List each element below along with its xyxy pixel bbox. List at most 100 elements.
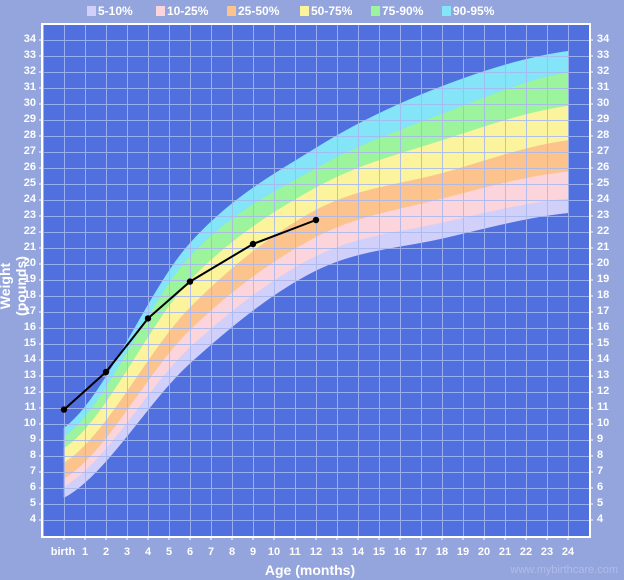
data-point[interactable] bbox=[102, 368, 110, 376]
y-tick-label: 29 bbox=[23, 113, 36, 125]
y-tick-label-right: 23 bbox=[597, 209, 610, 221]
y-tick-label: 18 bbox=[23, 289, 36, 301]
y-tick-label: 26 bbox=[23, 161, 36, 173]
legend: 5-10% 10-25% 25-50% 50-75% 75-90% 90-95% bbox=[0, 4, 624, 20]
y-tick-label-right: 8 bbox=[597, 449, 604, 461]
x-tick-label: 23 bbox=[540, 546, 554, 558]
y-tick-label: 24 bbox=[23, 193, 36, 205]
x-tick-label: 16 bbox=[393, 546, 407, 558]
y-tick-label-right: 12 bbox=[597, 385, 610, 397]
y-tick-label: 10 bbox=[23, 417, 36, 429]
legend-label: 90-95% bbox=[453, 4, 495, 18]
data-point[interactable] bbox=[60, 406, 68, 413]
y-tick-label: 28 bbox=[23, 129, 36, 141]
y-tick-label-right: 7 bbox=[597, 465, 604, 477]
x-tick-label: 21 bbox=[498, 546, 512, 558]
data-point[interactable] bbox=[144, 315, 152, 322]
y-tick-label: 13 bbox=[23, 369, 36, 381]
y-tick-label-right: 27 bbox=[597, 145, 610, 157]
x-tick-label: 19 bbox=[456, 546, 470, 558]
y-tick-label-right: 19 bbox=[597, 273, 610, 285]
x-tick-label: 1 bbox=[81, 546, 89, 558]
y-tick-label-right: 15 bbox=[597, 337, 610, 349]
y-tick-label-right: 32 bbox=[597, 65, 610, 77]
legend-swatch bbox=[371, 6, 380, 16]
y-tick-label: 12 bbox=[23, 385, 36, 397]
legend-label: 5-10% bbox=[98, 4, 133, 18]
y-tick-label: 33 bbox=[23, 49, 36, 61]
legend-label: 25-50% bbox=[238, 4, 280, 18]
y-tick-label-right: 10 bbox=[597, 417, 610, 429]
legend-item-50-75: 50-75% bbox=[300, 4, 352, 18]
y-tick-label-right: 11 bbox=[597, 401, 609, 413]
y-tick-label-right: 33 bbox=[597, 49, 610, 61]
legend-label: 50-75% bbox=[311, 4, 353, 18]
x-tick-label: 6 bbox=[186, 546, 194, 558]
legend-label: 75-90% bbox=[382, 4, 424, 18]
y-tick-label: 23 bbox=[23, 209, 36, 221]
x-tick-label: birth bbox=[50, 546, 76, 558]
x-tick-label: 10 bbox=[267, 546, 281, 558]
y-tick-label-right: 28 bbox=[597, 129, 610, 141]
x-tick-label: 18 bbox=[435, 546, 449, 558]
y-tick-label-right: 6 bbox=[597, 481, 604, 493]
y-tick-label-right: 25 bbox=[597, 177, 610, 189]
x-tick-label: 12 bbox=[309, 546, 323, 558]
y-tick-label: 11 bbox=[24, 401, 36, 413]
y-tick-label-right: 20 bbox=[597, 257, 610, 269]
y-tick-label-right: 30 bbox=[597, 97, 610, 109]
weight-line bbox=[63, 219, 317, 411]
data-point[interactable] bbox=[186, 278, 194, 285]
y-tick-label: 21 bbox=[23, 241, 36, 253]
x-tick-label: 22 bbox=[519, 546, 533, 558]
y-tick-label-right: 14 bbox=[597, 353, 610, 365]
y-tick-label: 14 bbox=[23, 353, 36, 365]
legend-item-25-50: 25-50% bbox=[227, 4, 279, 18]
legend-item-90-95: 90-95% bbox=[442, 4, 494, 18]
y-tick-label-right: 26 bbox=[597, 161, 610, 173]
legend-item-10-25: 10-25% bbox=[156, 4, 208, 18]
y-tick-label: 6 bbox=[29, 481, 36, 493]
y-tick-label: 7 bbox=[29, 465, 36, 477]
y-tick-label: 22 bbox=[23, 225, 36, 237]
y-tick-label: 5 bbox=[29, 497, 36, 509]
x-tick-label: 24 bbox=[561, 546, 575, 558]
y-tick-label: 19 bbox=[23, 273, 36, 285]
y-tick-label-right: 5 bbox=[597, 497, 604, 509]
y-tick-label: 30 bbox=[23, 97, 36, 109]
legend-swatch bbox=[442, 6, 451, 16]
legend-label: 10-25% bbox=[167, 4, 209, 18]
y-tick-label: 4 bbox=[29, 513, 36, 525]
legend-swatch bbox=[87, 6, 96, 16]
legend-swatch bbox=[156, 6, 165, 16]
y-tick-label-right: 34 bbox=[597, 33, 610, 45]
y-tick-label-right: 18 bbox=[597, 289, 610, 301]
x-tick-label: 15 bbox=[372, 546, 386, 558]
x-tick-label: 4 bbox=[144, 546, 152, 558]
y-tick-label-right: 17 bbox=[597, 305, 610, 317]
y-tick-label: 9 bbox=[29, 433, 36, 445]
x-tick-label: 3 bbox=[123, 546, 131, 558]
x-tick-label: 2 bbox=[102, 546, 110, 558]
data-point[interactable] bbox=[249, 240, 257, 248]
y-tick-label: 31 bbox=[23, 81, 36, 93]
legend-item-75-90: 75-90% bbox=[371, 4, 423, 18]
x-tick-label: 5 bbox=[165, 546, 173, 558]
y-tick-label-right: 31 bbox=[597, 81, 610, 93]
y-tick-label-right: 21 bbox=[597, 241, 610, 253]
x-tick-label: 14 bbox=[351, 546, 365, 558]
y-tick-label-right: 13 bbox=[597, 369, 610, 381]
y-tick-label: 32 bbox=[23, 65, 36, 77]
y-tick-label-right: 16 bbox=[597, 321, 610, 333]
legend-swatch bbox=[300, 6, 309, 16]
data-point[interactable] bbox=[312, 216, 320, 224]
y-tick-label: 34 bbox=[23, 33, 36, 45]
x-axis-title: Age (months) bbox=[264, 562, 356, 578]
y-tick-label: 27 bbox=[23, 145, 36, 157]
x-tick-label: 8 bbox=[228, 546, 236, 558]
y-tick-label-right: 9 bbox=[597, 433, 604, 445]
y-tick-label-right: 4 bbox=[597, 513, 604, 525]
x-tick-label: 11 bbox=[289, 546, 301, 558]
x-tick-label: 20 bbox=[477, 546, 491, 558]
